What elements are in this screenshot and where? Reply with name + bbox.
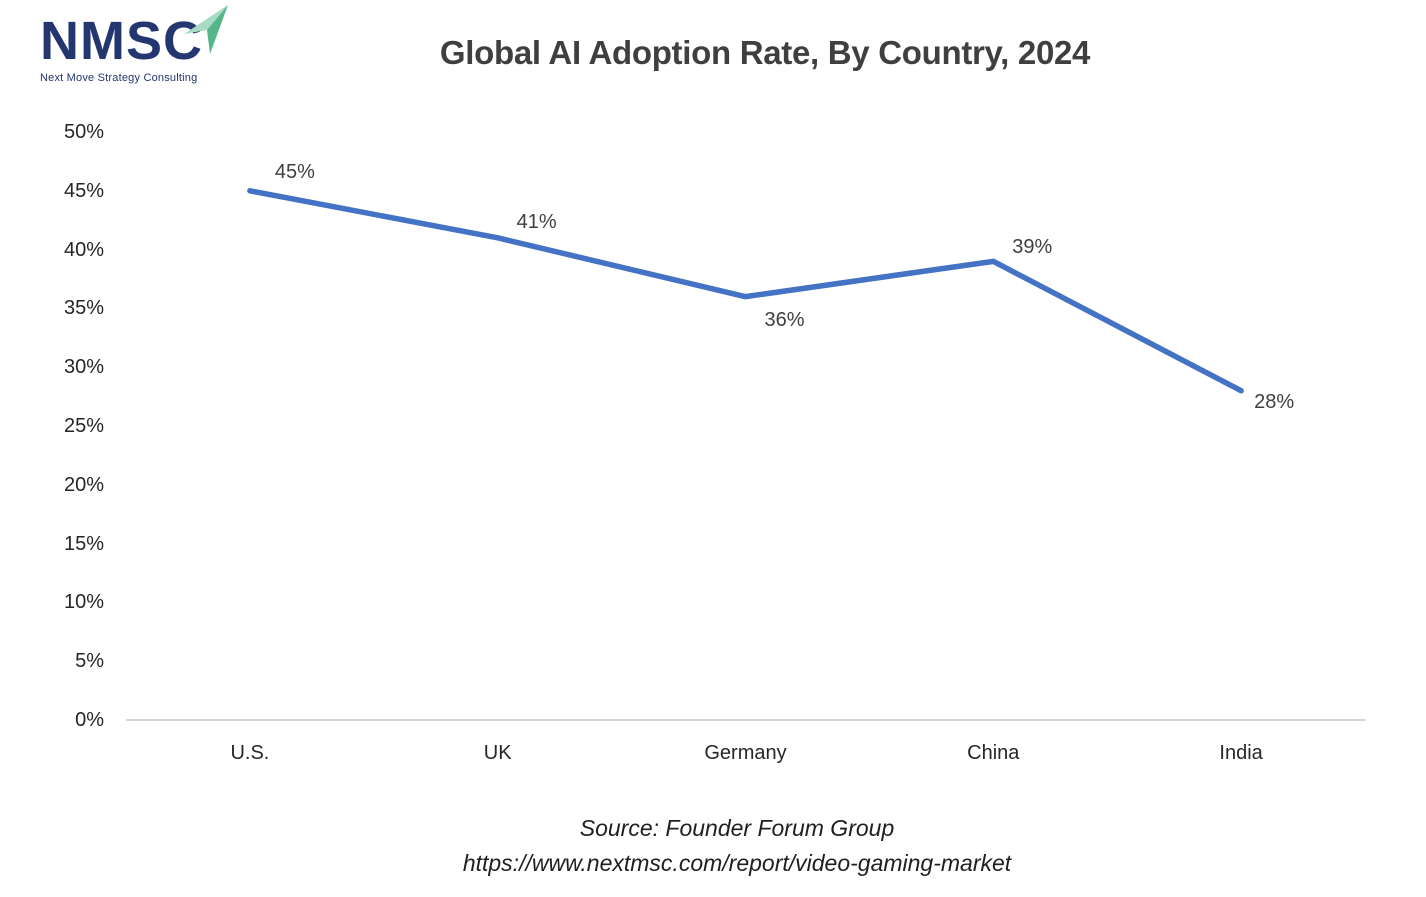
y-tick-label: 0% <box>75 709 104 731</box>
y-tick-label: 50% <box>63 121 104 143</box>
data-label: 41% <box>516 210 557 233</box>
x-axis-label: China <box>967 742 1020 764</box>
source-url: https://www.nextmsc.com/report/video-gam… <box>462 850 1012 876</box>
y-tick-label: 15% <box>63 532 104 555</box>
data-label: 39% <box>1012 236 1053 259</box>
logo-tagline: Next Move Strategy Consulting <box>40 72 198 84</box>
nmsc-logo: NMSC Next Move Strategy Consulting <box>40 14 260 84</box>
source-text: Source: Founder Forum Group <box>579 815 895 841</box>
y-tick-label: 10% <box>63 591 104 614</box>
y-tick-label: 5% <box>75 650 104 673</box>
x-axis-label: India <box>1219 742 1263 764</box>
y-tick-label: 30% <box>63 356 104 379</box>
chart-title: Global AI Adoption Rate, By Country, 202… <box>439 34 1091 71</box>
data-label: 45% <box>274 160 315 183</box>
y-tick-label: 40% <box>63 238 104 261</box>
data-label: 36% <box>764 308 805 331</box>
y-tick-label: 20% <box>63 473 104 496</box>
paper-plane-arrow-icon <box>184 5 228 54</box>
y-tick-label: 25% <box>63 415 104 437</box>
x-axis-label: Germany <box>704 742 787 764</box>
y-tick-label: 35% <box>63 297 104 320</box>
data-label: 28% <box>1254 390 1295 413</box>
series-line <box>247 188 1244 394</box>
x-axis-label: UK <box>483 742 512 764</box>
x-axis-label: U.S. <box>230 742 270 764</box>
logo-acronym: NMSC <box>40 11 203 71</box>
y-tick-label: 45% <box>63 179 104 202</box>
